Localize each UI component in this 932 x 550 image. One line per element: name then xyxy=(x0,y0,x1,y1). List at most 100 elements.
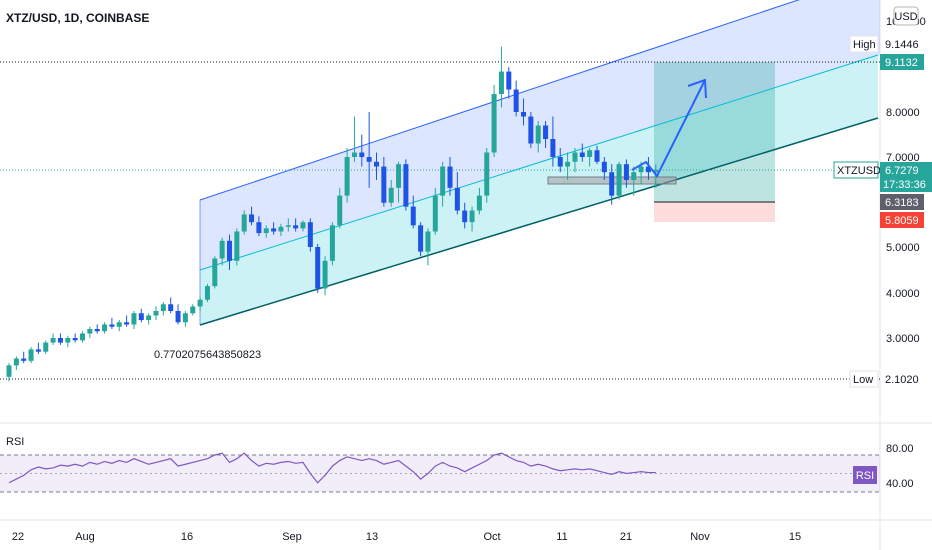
candle-body xyxy=(271,228,277,232)
rsi-tick-label: 40.00 xyxy=(886,478,914,490)
candle-body xyxy=(572,152,578,162)
candle-body xyxy=(631,172,637,180)
plot-background xyxy=(0,0,880,520)
candle-body xyxy=(601,161,607,173)
candle-body xyxy=(146,315,152,320)
candle-body xyxy=(344,157,350,196)
target-price-box xyxy=(880,54,924,70)
price-tick-label: 5.0000 xyxy=(886,242,920,254)
candle-body xyxy=(440,166,446,196)
rsi-tick-label: 80.00 xyxy=(886,443,914,455)
symbol-box xyxy=(833,161,879,179)
candle-body xyxy=(403,164,409,207)
entry-price-box xyxy=(880,194,924,210)
rsi-title: RSI xyxy=(6,436,24,448)
candle-body xyxy=(410,206,416,226)
candle-body xyxy=(587,150,593,157)
candle-body xyxy=(212,258,218,287)
candle-body xyxy=(594,150,600,162)
time-tick-label: Oct xyxy=(483,531,500,543)
candle-body xyxy=(13,358,19,366)
current-price-box xyxy=(880,162,932,192)
candle-body xyxy=(579,152,585,157)
projection-arrowhead xyxy=(687,78,707,99)
candle-body xyxy=(182,313,188,323)
high-label: High xyxy=(853,39,876,51)
price-tick-label: 4.0000 xyxy=(886,288,920,300)
candle-body xyxy=(359,152,365,157)
candle-body xyxy=(43,342,49,352)
candle-body xyxy=(28,349,34,361)
current-price: 6.7279 xyxy=(885,165,919,177)
candle-body xyxy=(204,286,210,300)
candle-body xyxy=(623,164,629,180)
candle-body xyxy=(506,71,512,90)
candle-body xyxy=(249,214,255,223)
candle-body xyxy=(278,226,284,232)
channel-lower-fill xyxy=(200,55,878,325)
candle-body xyxy=(476,195,482,211)
candle-body xyxy=(160,304,166,311)
candle-body xyxy=(256,222,262,234)
candle-body xyxy=(263,228,269,234)
candle-body xyxy=(219,240,225,259)
candle-body xyxy=(645,166,651,173)
candle-body xyxy=(35,349,41,352)
candle-body xyxy=(153,311,159,316)
candle-body xyxy=(131,313,137,325)
high-label-box xyxy=(849,35,879,53)
low-label-box xyxy=(849,370,879,388)
candle-body xyxy=(543,125,549,139)
time-tick-label: 13 xyxy=(366,531,378,543)
rsi-badge-label: RSI xyxy=(856,470,874,482)
target-price: 9.1132 xyxy=(885,57,918,69)
projection-path[interactable] xyxy=(631,79,706,178)
candle-body xyxy=(653,169,659,173)
time-tick-label: 15 xyxy=(789,531,801,543)
candle-body xyxy=(557,157,563,167)
candle-body xyxy=(337,195,343,226)
low-value: 2.1020 xyxy=(885,374,919,386)
candle-body xyxy=(116,322,122,327)
candle-body xyxy=(329,225,335,261)
entry-price: 6.3183 xyxy=(885,197,919,209)
candle-body xyxy=(351,152,357,157)
candle-body xyxy=(234,231,240,261)
candle-body xyxy=(227,240,232,261)
stop-price: 5.8059 xyxy=(885,215,919,227)
currency-badge[interactable] xyxy=(893,6,919,26)
candle-body xyxy=(469,210,475,223)
candle-body xyxy=(190,306,196,314)
candle-body xyxy=(462,210,468,223)
rsi-badge xyxy=(853,466,877,484)
candle-body xyxy=(109,324,115,327)
time-tick-label: Aug xyxy=(75,531,95,543)
time-tick-label: 22 xyxy=(12,531,24,543)
channel-annotation: 0.7702075643850823 xyxy=(154,349,261,361)
countdown: 17:33:36 xyxy=(883,179,926,191)
stop-zone[interactable] xyxy=(654,202,775,222)
currency-label: USD xyxy=(894,11,917,23)
candle-body xyxy=(528,116,534,144)
candle-body xyxy=(197,299,203,307)
candle-body xyxy=(94,329,100,332)
time-tick-label: 16 xyxy=(181,531,193,543)
candle-body xyxy=(454,187,460,211)
candle-body xyxy=(366,157,372,162)
channel-mid-line[interactable] xyxy=(199,54,879,271)
chart-title: XTZ/USD, 1D, COINBASE xyxy=(6,11,149,25)
time-axis[interactable]: 22 Aug 16 Sep 13 Oct 11 21 Nov 15 xyxy=(12,531,801,543)
stop-price-box xyxy=(880,212,924,228)
candle-body xyxy=(21,358,27,361)
candle-body xyxy=(124,322,130,325)
candle-body xyxy=(293,225,299,229)
candle-body xyxy=(50,338,56,343)
candle-body xyxy=(87,329,93,334)
candle-body xyxy=(80,333,85,341)
channel-bottom-line[interactable] xyxy=(199,117,879,326)
time-tick-label: Sep xyxy=(282,531,302,543)
price-labels: High 9.1446 9.1132 XTZUSD 6.7279 17:33:3… xyxy=(833,35,932,388)
price-tick-label: 7.0000 xyxy=(886,152,920,164)
rsi-line[interactable] xyxy=(8,452,656,484)
